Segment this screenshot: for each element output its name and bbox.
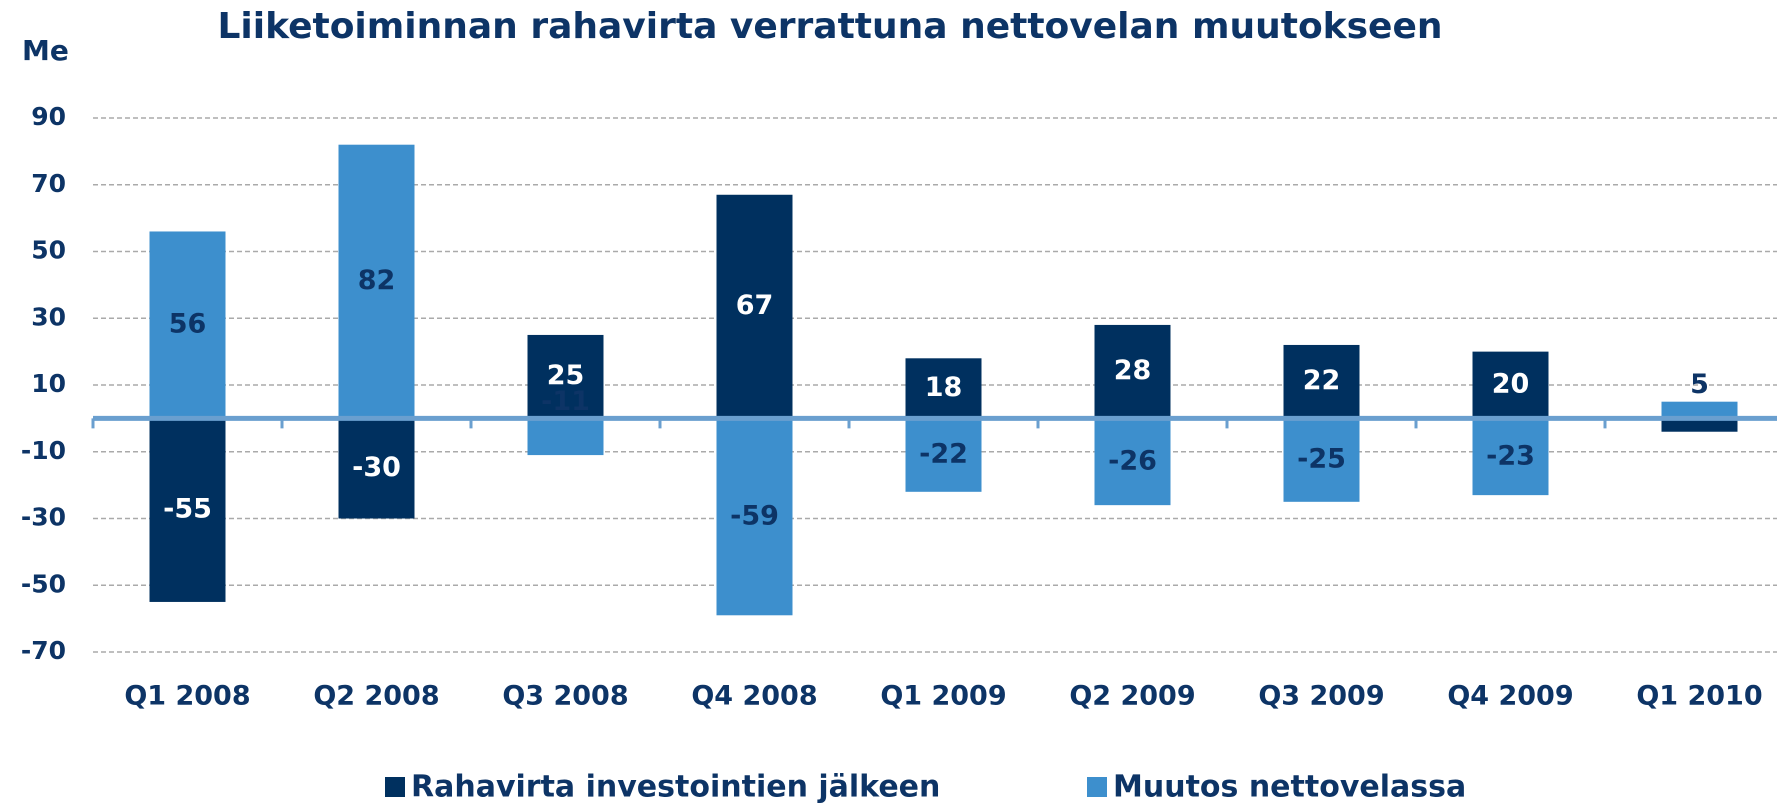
bar [1094,418,1171,506]
bar [527,334,604,419]
y-tick-label: -50 [21,569,66,598]
x-tick-label: Q4 2009 [1447,681,1573,712]
chart-title: Liiketoiminnan rahavirta verrattuna nett… [217,6,1442,47]
bar [1661,418,1738,432]
bar [1472,351,1549,419]
legend-label: Rahavirta investointien jälkeen [411,770,940,805]
data-label: -22 [919,439,968,470]
data-label: 25 [547,360,585,391]
y-tick-label: 50 [31,236,66,265]
bar [527,418,604,456]
legend-swatch [1087,777,1107,797]
bar [1094,324,1171,419]
bar [716,194,793,419]
data-label: -26 [1108,445,1157,476]
y-tick-label: 30 [31,302,66,331]
y-tick-label: 70 [31,169,66,198]
data-label: -25 [1297,444,1346,475]
y-tick-label: -10 [21,436,66,465]
x-tick-label: Q3 2008 [502,681,628,712]
x-tick-label: Q3 2009 [1258,681,1384,712]
bar [1283,344,1360,419]
data-label: 18 [925,372,963,403]
data-label: 22 [1303,365,1341,396]
legend-swatch [385,777,405,797]
data-label: 56 [169,308,207,339]
bar [149,231,226,419]
y-axis-label: Me [22,34,69,67]
data-label: 82 [358,265,396,296]
data-label: 67 [736,290,774,321]
y-tick-label: 10 [31,369,66,398]
data-label: 28 [1114,355,1152,386]
legend-label: Muutos nettovelassa [1113,770,1466,805]
x-tick-label: Q1 2009 [880,681,1006,712]
data-label: -55 [163,494,212,525]
bar [149,418,226,602]
data-label: 5 [1690,369,1709,400]
y-tick-label: -30 [21,503,66,532]
bar [905,418,982,492]
y-tick-label: -70 [21,636,66,665]
bar [338,418,415,519]
data-label: -30 [352,452,401,483]
data-label: -11 [541,386,590,417]
data-label: 20 [1492,369,1530,400]
data-label: -59 [730,500,779,531]
bar [905,358,982,419]
bar [1661,401,1738,419]
x-tick-label: Q1 2010 [1636,681,1762,712]
x-tick-label: Q1 2008 [124,681,250,712]
bar [1472,418,1549,496]
bar [338,144,415,419]
data-label: -23 [1486,440,1535,471]
y-tick-label: 90 [31,102,66,131]
x-tick-label: Q2 2009 [1069,681,1195,712]
x-tick-label: Q4 2008 [691,681,817,712]
bar [716,418,793,616]
bar [1283,418,1360,502]
x-tick-label: Q2 2008 [313,681,439,712]
